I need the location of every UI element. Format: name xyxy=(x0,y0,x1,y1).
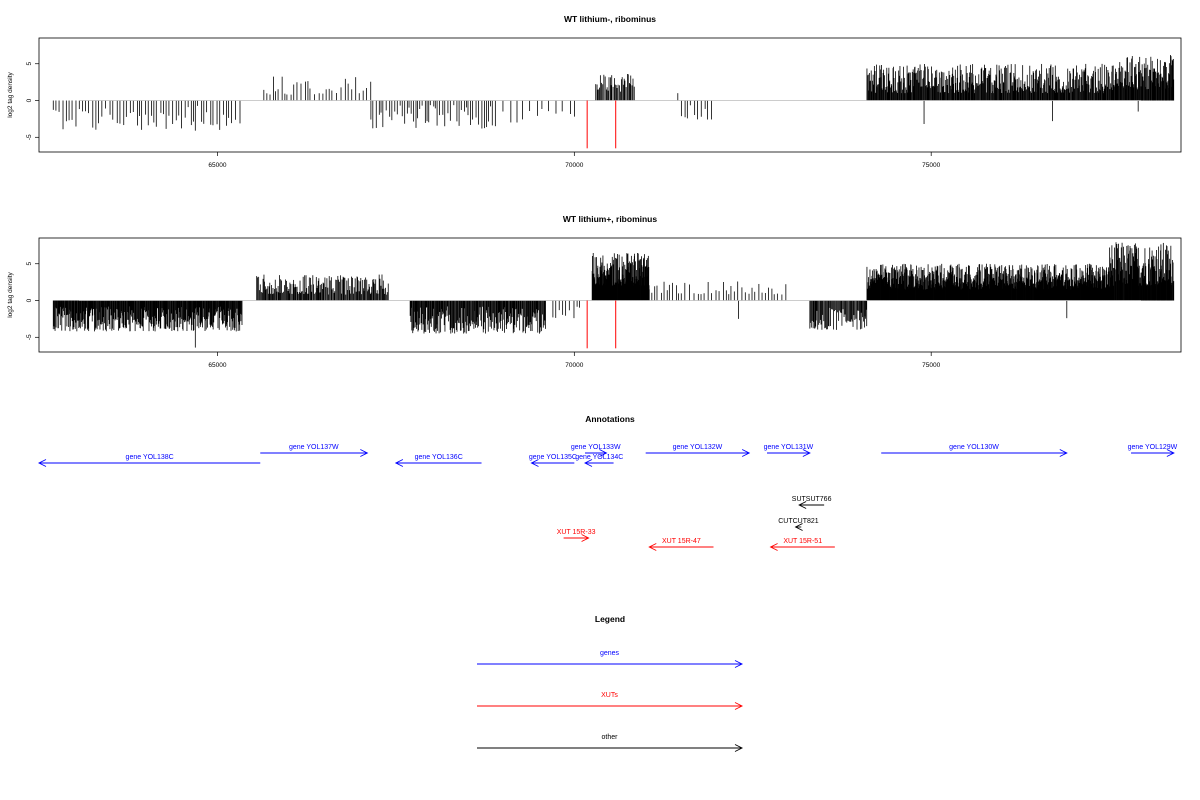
y-axis-label: log2 tag density xyxy=(7,271,14,317)
x-tick-label: 75000 xyxy=(922,162,940,169)
feature-label: gene YOL130W xyxy=(949,444,999,451)
arrow-head xyxy=(802,449,811,457)
feature-label: gene YOL129W xyxy=(1128,444,1178,451)
legend-label: XUTs xyxy=(601,692,618,699)
arrow-head xyxy=(37,459,47,467)
panel-title: WT lithium-, ribominus xyxy=(564,14,656,24)
density-panel-lithium-minus: WT lithium-, ribominus 65000 70000 75000 -… xyxy=(7,14,1182,169)
x-axis: 65000 70000 75000 xyxy=(208,152,941,169)
x-tick-label: 70000 xyxy=(565,162,583,169)
arrow-head xyxy=(530,459,539,467)
annotation-feature: gene YOL138C xyxy=(37,454,261,467)
x-tick-label: 65000 xyxy=(208,162,226,169)
annotation-feature: XUT 15R-33 xyxy=(557,529,596,542)
legend-title: Legend xyxy=(595,614,625,624)
annotation-feature: gene YOL135C xyxy=(529,454,577,467)
arrow-head xyxy=(1059,449,1068,457)
arrow-head xyxy=(581,534,590,542)
legend-label: genes xyxy=(600,650,620,657)
y-tick-label: 0 xyxy=(26,298,33,302)
legend-entries: genes XUTs other xyxy=(477,650,744,752)
arrow-head xyxy=(769,543,778,551)
marker-lines xyxy=(586,300,617,349)
x-axis: 65000 70000 75000 xyxy=(208,352,941,369)
x-tick-label: 75000 xyxy=(922,362,940,369)
annotation-feature: gene YOL136C xyxy=(394,454,482,467)
feature-label: gene YOL133W xyxy=(571,444,621,451)
annotation-feature: gene YOL133W xyxy=(571,444,621,457)
marker-lines xyxy=(586,100,617,149)
y-tick-label: 0 xyxy=(26,98,33,102)
annotation-features: gene YOL138C gene YOL137W gene YOL136C gene… xyxy=(37,444,1178,551)
annotation-feature: gene YOL134C xyxy=(575,454,623,467)
annotation-feature: gene YOL131W xyxy=(764,444,814,457)
arrow-head xyxy=(394,459,404,467)
y-tick-label: -5 xyxy=(26,134,33,140)
feature-label: gene YOL136C xyxy=(415,454,463,461)
annotation-feature: XUT 15R-51 xyxy=(769,538,835,551)
annotation-feature: XUT 15R-47 xyxy=(648,538,714,551)
annotation-feature: gene YOL129W xyxy=(1128,444,1178,457)
annotation-feature: CUTCUT821 xyxy=(778,518,819,531)
annotation-feature: SUTSUT766 xyxy=(792,496,832,509)
arrow-head xyxy=(584,459,593,467)
annotation-feature: gene YOL137W xyxy=(260,444,369,457)
feature-label: gene YOL135C xyxy=(529,454,577,461)
feature-label: gene YOL131W xyxy=(764,444,814,451)
density-panel-lithium-plus: WT lithium+, ribominus 65000 70000 75000 -… xyxy=(7,214,1182,369)
panel-title: WT lithium+, ribominus xyxy=(563,214,657,224)
legend-entry: XUTs xyxy=(477,692,744,710)
y-axis: -5 0 5 xyxy=(26,62,39,140)
density-bars xyxy=(52,54,1175,131)
annotation-feature: gene YOL130W xyxy=(881,444,1068,457)
feature-label: gene YOL134C xyxy=(575,454,623,461)
feature-label: XUT 15R-51 xyxy=(783,538,822,545)
y-tick-label: 5 xyxy=(26,62,33,66)
plot-frame xyxy=(38,37,1182,153)
y-axis: -5 0 5 xyxy=(26,262,39,340)
legend-label: other xyxy=(602,734,619,741)
legend-entry: other xyxy=(477,734,744,752)
legend-entry: genes xyxy=(477,650,744,668)
y-tick-label: 5 xyxy=(26,262,33,266)
arrow-head xyxy=(734,660,744,668)
x-tick-label: 65000 xyxy=(208,362,226,369)
legend-panel: Legend genes XUTs other xyxy=(477,614,744,752)
arrow-head xyxy=(599,449,608,457)
feature-label: CUTCUT821 xyxy=(778,518,819,525)
arrow-head xyxy=(734,744,744,752)
arrow-head xyxy=(648,543,657,551)
annotations-title: Annotations xyxy=(585,414,635,424)
y-axis-label: log2 tag density xyxy=(7,71,14,117)
feature-label: gene YOL138C xyxy=(126,454,174,461)
arrow-head xyxy=(741,449,751,457)
arrow-head xyxy=(360,449,369,457)
feature-label: XUT 15R-33 xyxy=(557,529,596,536)
arrow-head xyxy=(794,523,803,531)
feature-label: SUTSUT766 xyxy=(792,496,832,503)
x-tick-label: 70000 xyxy=(565,362,583,369)
plot-frame xyxy=(38,237,1182,353)
y-tick-label: -5 xyxy=(26,334,33,340)
arrow-head xyxy=(734,702,744,710)
arrow-head xyxy=(798,501,807,509)
annotation-feature: gene YOL132W xyxy=(645,444,751,457)
feature-label: gene YOL132W xyxy=(673,444,723,451)
density-bars xyxy=(52,242,1175,348)
feature-label: gene YOL137W xyxy=(289,444,339,451)
feature-label: XUT 15R-47 xyxy=(662,538,701,545)
arrow-head xyxy=(1166,449,1175,457)
